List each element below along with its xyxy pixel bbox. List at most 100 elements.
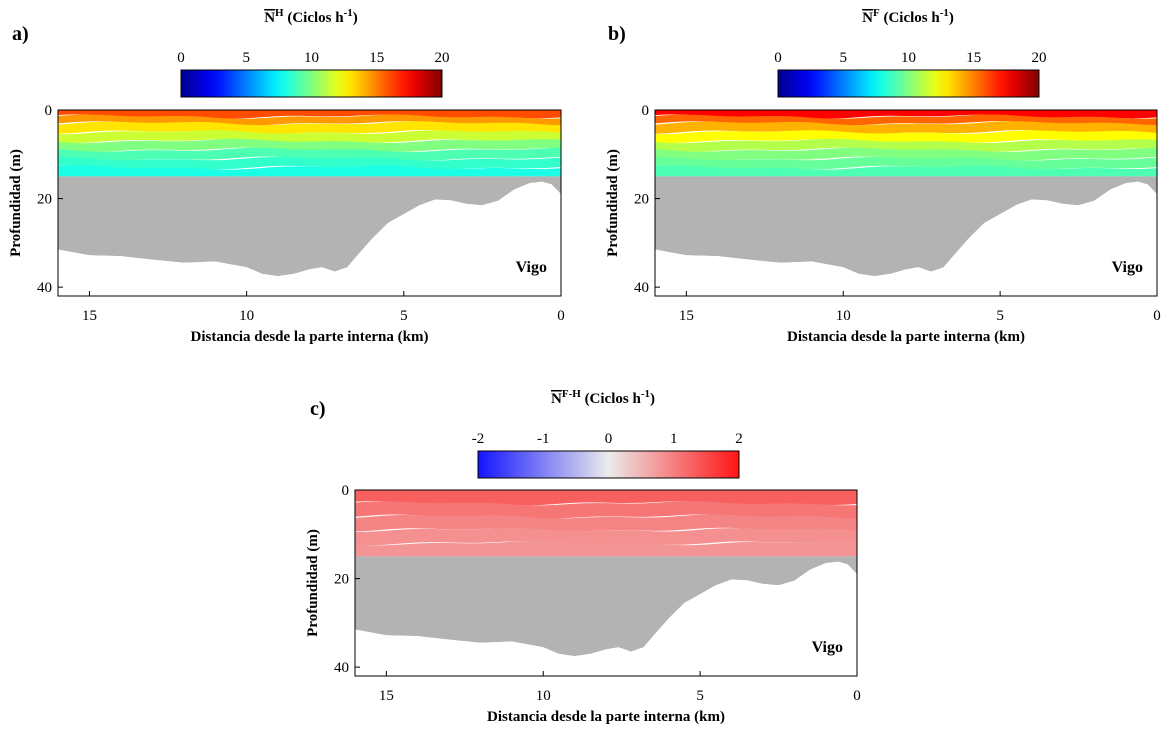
y-tick-label: 40: [37, 280, 52, 296]
colorbar-title: NH (Ciclos h-1): [264, 7, 358, 26]
x-axis-label: Distancia desde la parte interna (km): [787, 329, 1025, 345]
axes-box: [354, 489, 858, 677]
colorbar-title-units: (Ciclos h: [880, 10, 941, 26]
colorbar-units-close: ): [353, 10, 358, 26]
colorbar-tick-label: 5: [243, 50, 251, 66]
x-tick-label: 5: [996, 308, 1004, 324]
panel-label: b): [608, 23, 626, 45]
axes-box: [57, 109, 562, 297]
colorbar: [180, 69, 443, 98]
seabed-mask: [58, 176, 561, 277]
colorbar-tick-label: 2: [735, 431, 743, 447]
colorbar-tick-label: -2: [472, 431, 485, 447]
colorbar-units-sup: -1: [344, 7, 353, 19]
y-tick-label: 0: [342, 483, 350, 499]
panel-c: c) NF-H (Ciclos h-1)-2 -1 0 1 215 10 5 002040Dis…: [305, 388, 861, 725]
colorbar-units-sup: -1: [940, 7, 949, 19]
colorbar-tick-label: 20: [1032, 50, 1047, 66]
colorbar-tick-label: 20: [435, 50, 450, 66]
panel-b: b) NF (Ciclos h-1) 0 5 10 15 20 15 10 5 0 0 20 40 Dist…: [605, 7, 1161, 345]
x-tick-label: 15: [679, 308, 694, 324]
colorbar-tick-label: 5: [840, 50, 848, 66]
site-annotation: Vigo: [516, 259, 547, 276]
colorbar-title-symbol: N: [264, 10, 275, 26]
x-tick-label: 0: [557, 308, 565, 324]
y-axis-label: Profundidad (m): [605, 149, 621, 257]
data-layer: [58, 121, 561, 135]
y-axis-label: Profundidad (m): [8, 149, 24, 257]
data-layer: [655, 147, 1157, 161]
x-tick-label: 5: [400, 308, 408, 324]
y-tick-label: 20: [634, 192, 649, 208]
data-layer: [355, 540, 857, 557]
colorbar-units-close: ): [949, 10, 954, 26]
y-tick-label: 40: [334, 660, 349, 676]
data-layer: [355, 501, 857, 519]
data-layer: [655, 130, 1157, 144]
data-layer: [58, 165, 561, 177]
seabed-mask: [655, 176, 1157, 277]
below-seabed: [355, 561, 857, 676]
colorbar-units-sup: -1: [641, 388, 650, 400]
data-layer: [58, 114, 561, 126]
colorbar-title-units: (Ciclos h: [284, 10, 345, 26]
plot-area: [655, 110, 1157, 296]
y-tick-label: 0: [45, 103, 53, 119]
colorbar-title-symbol: N: [862, 10, 873, 26]
data-layer: [355, 527, 857, 546]
x-tick-label: 15: [82, 308, 97, 324]
colorbar-tick-label: 15: [966, 50, 981, 66]
below-seabed: [655, 181, 1157, 296]
colorbar: [477, 450, 740, 479]
data-layer: [355, 514, 857, 532]
colorbar-title: NF-H (Ciclos h-1): [551, 388, 655, 407]
colorbar-tick-label: 10: [901, 50, 916, 66]
x-tick-label: 10: [239, 308, 254, 324]
colorbar-tick-label: 0: [774, 50, 782, 66]
colorbar-tick-label: 15: [369, 50, 384, 66]
y-tick-label: 40: [634, 280, 649, 296]
y-tick-label: 0: [642, 103, 650, 119]
x-axis-label: Distancia desde la parte interna (km): [487, 709, 725, 725]
x-tick-label: 10: [836, 308, 851, 324]
seabed-mask: [355, 556, 857, 657]
data-layer: [355, 490, 857, 506]
colorbar-title-units: (Ciclos h: [581, 391, 642, 407]
data-layer: [655, 138, 1157, 153]
x-axis-label: Distancia desde la parte interna (km): [191, 329, 429, 345]
site-annotation: Vigo: [1112, 259, 1143, 276]
colorbar-tick-label: 0: [177, 50, 185, 66]
colorbar-tick-label: 10: [304, 50, 319, 66]
y-axis-label: Profundidad (m): [305, 529, 321, 637]
site-annotation: Vigo: [812, 639, 843, 656]
colorbar-title-sup: F: [873, 7, 880, 19]
x-tick-label: 10: [536, 688, 551, 704]
colorbar-tick-label: 1: [670, 431, 678, 447]
data-layer: [58, 147, 561, 161]
colorbar-title: NF (Ciclos h-1): [862, 7, 954, 26]
data-layer: [58, 130, 561, 144]
data-layer: [655, 114, 1157, 126]
y-tick-label: 20: [334, 572, 349, 588]
x-tick-label: 5: [696, 688, 704, 704]
colorbar-title-sup: H: [275, 7, 284, 19]
axes-box: [654, 109, 1158, 297]
colorbar-title-sup: F-H: [562, 388, 581, 400]
colorbar: [777, 69, 1040, 98]
data-layer: [58, 156, 561, 170]
below-seabed: [58, 181, 561, 296]
plot-area: [355, 490, 857, 676]
x-tick-label: 0: [1153, 308, 1161, 324]
panel-label: c): [310, 398, 326, 420]
x-tick-label: 0: [853, 688, 861, 704]
x-tick-label: 15: [379, 688, 394, 704]
colorbar-units-close: ): [650, 391, 655, 407]
plot-area: [58, 110, 561, 296]
data-layer: [655, 156, 1157, 170]
panel-label: a): [12, 23, 29, 45]
data-layer: [655, 165, 1157, 177]
data-layer: [58, 138, 561, 153]
data-layer: [655, 121, 1157, 135]
colorbar-title-symbol: N: [551, 391, 562, 407]
